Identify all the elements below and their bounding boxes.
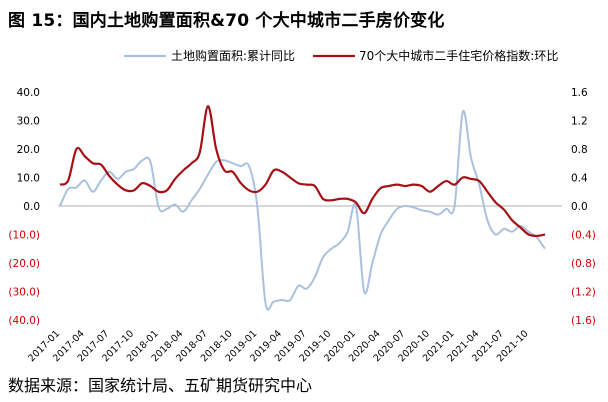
- y-right-tick-label: (0.8): [571, 258, 596, 270]
- y-right-tick-label: (0.4): [571, 230, 596, 242]
- y-right-tick-label: 1.2: [571, 116, 588, 128]
- y-left-tick-label: (20.0): [8, 258, 40, 270]
- y-left-tick-label: (10.0): [8, 230, 40, 242]
- y-left-tick-label: 0.0: [23, 201, 40, 213]
- chart-title: 图 15：国内土地购置面积&70 个大中城市二手房价变化: [8, 11, 445, 31]
- chart-series-lines: [59, 105, 546, 311]
- chart-axes: 40.0 30.0 20.0 10.0 0.0 (10.0) (20.0) (30.0) (40…: [8, 87, 595, 364]
- y-right-tick-label: 0.0: [571, 201, 588, 213]
- y-right-tick-label: (1.6): [571, 315, 596, 327]
- y-right-tick-label: 0.8: [571, 144, 588, 156]
- series-line-land-purchase: [59, 110, 546, 311]
- data-source-note: 数据来源：国家统计局、五矿期货研究中心: [8, 376, 313, 395]
- y-left-tick-label: 10.0: [17, 173, 40, 185]
- y-left-tick-label: 30.0: [17, 116, 40, 128]
- y-left-tick-label: (40.0): [8, 315, 40, 327]
- y-left-tick-label: 40.0: [17, 87, 40, 99]
- legend-label: 土地购置面积:累计同比: [171, 48, 295, 63]
- legend-label: 70个大中城市二手住宅价格指数:环比: [359, 48, 558, 63]
- y-left-tick-label: (30.0): [8, 287, 40, 299]
- series-line-secondhand-price: [59, 105, 546, 238]
- chart-legend: 土地购置面积:累计同比 70个大中城市二手住宅价格指数:环比: [124, 48, 558, 63]
- y-right-tick-label: 0.4: [571, 173, 588, 185]
- y-left-tick-label: 20.0: [17, 144, 40, 156]
- y-right-tick-label: 1.6: [571, 87, 588, 99]
- y-right-tick-label: (1.2): [571, 287, 596, 299]
